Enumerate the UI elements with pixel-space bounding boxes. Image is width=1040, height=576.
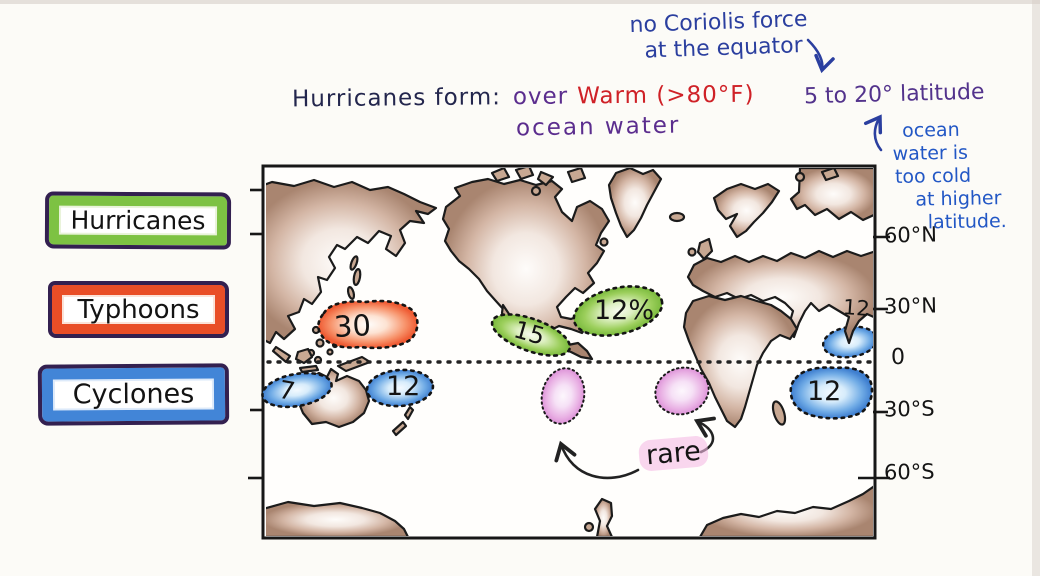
small-island — [599, 237, 609, 247]
ireland-island — [687, 247, 697, 257]
arctic-island — [794, 171, 806, 183]
legend-hurricanes: Hurricanes — [44, 191, 232, 250]
cyclone-region-southindian-blob — [789, 366, 874, 420]
arctic-island-2 — [820, 168, 840, 182]
latitude-label-60s: 60°S — [883, 459, 935, 485]
legend-typhoons: Typhoons — [48, 281, 229, 338]
latitude-label-0: 0 — [890, 344, 906, 371]
rare-region-southatlantic-blob — [654, 366, 710, 416]
iceland-island — [668, 211, 686, 223]
latitude-label-30n: 30°N — [883, 293, 938, 319]
legend-cyclones: Cyclones — [37, 363, 230, 426]
coriolis-arrow — [806, 38, 835, 74]
region-label-cyclones-12-arabian: 12 — [842, 295, 871, 321]
title-over: over — [512, 83, 569, 111]
latitude-ticks — [248, 188, 890, 480]
rare-region-southeastpacific-blob — [540, 367, 586, 425]
region-label-cyclones-12-aus: 12 — [386, 371, 421, 402]
new-zealand-islands — [391, 405, 415, 437]
scan-edge-right — [1032, 0, 1040, 576]
antarctica-right — [699, 485, 873, 536]
continents-group — [266, 168, 873, 536]
antarctic-islet — [583, 521, 595, 533]
japan-islands — [346, 255, 362, 300]
region-label-cyclones-12-indian: 12 — [807, 376, 842, 407]
cold-water-note: ocean water is too cold at higher latitu… — [892, 118, 1007, 235]
legend-typhoons-label: Typhoons — [77, 294, 200, 325]
page-title: Hurricanes form: over Warm (>80°F) — [292, 82, 755, 113]
scandinavia-landmass — [712, 182, 781, 239]
title-prefix: Hurricanes form: — [291, 84, 502, 113]
latitude-label-30s: 30°S — [883, 396, 935, 422]
madagascar-island — [771, 400, 787, 426]
cold-note-line4: at higher — [915, 187, 1002, 211]
antarctica-left — [266, 500, 409, 536]
rare-arrow-left — [554, 440, 640, 480]
page-title-line2: ocean water — [515, 112, 681, 142]
typhoon-region-westpacific-blob — [317, 299, 419, 350]
arctic-islands — [490, 168, 587, 197]
scan-edge-top — [0, 0, 1040, 4]
cold-note-arrow — [863, 114, 883, 152]
asia-landmass — [266, 178, 438, 345]
region-label-hurricanes-12pct: 12% — [594, 295, 655, 326]
eurasia-middleeast-india-landmass — [686, 249, 873, 345]
siberia-landmass — [789, 168, 873, 222]
legend-cyclones-label: Cyclones — [72, 378, 195, 411]
coriolis-note: no Coriolis force at the equator — [629, 7, 809, 65]
antarctic-peninsula — [593, 497, 614, 536]
region-label-typhoons-30: 30 — [333, 308, 372, 344]
cyclone-region-westaustralia-blob — [261, 371, 333, 409]
hurricane-region-eastpacific-blob — [490, 313, 572, 357]
latitude-range-note: 5 to 20° latitude — [803, 79, 985, 110]
title-warm: Warm (>80°F) — [577, 81, 755, 110]
cyclone-region-eastaustralia-blob — [365, 368, 435, 408]
cold-note-line2: water is — [892, 141, 969, 165]
storm-regions-group — [261, 285, 874, 420]
rare-regions-group — [540, 366, 710, 425]
hurricane-region-atlantic-blob — [572, 285, 664, 337]
latitude-label-60n: 60°N — [883, 222, 938, 248]
legend-hurricanes-label: Hurricanes — [70, 205, 206, 236]
britain-island — [696, 237, 714, 261]
greenland-landmass — [607, 168, 663, 239]
cold-note-line3: too cold — [894, 164, 972, 188]
rare-label: rare — [637, 435, 709, 472]
cold-note-line1: ocean — [902, 118, 960, 142]
